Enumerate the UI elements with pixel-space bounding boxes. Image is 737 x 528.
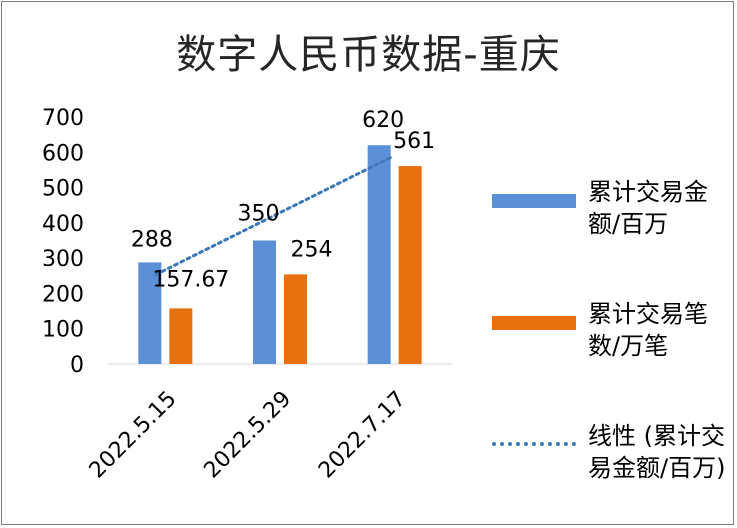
bar-count [398,166,422,364]
chart-title: 数字人民币数据-重庆 [176,32,561,78]
bar-amount [253,240,276,364]
data-label-count: 561 [393,129,435,154]
trendline [154,155,393,277]
y-tick-label: 400 [42,212,84,237]
legend-label-trendline: 线性 (累计交易金额/百万) [588,422,726,482]
bar-count [169,308,193,364]
data-label-count: 254 [291,237,333,262]
bar-amount [138,262,162,364]
legend-item-count: 累计交易笔数/万笔 [492,298,728,362]
y-tick-label: 0 [70,353,84,378]
legend-item-amount: 累计交易金额/百万 [492,176,728,240]
legend-line-trendline [492,442,576,446]
data-label-count: 157.67 [152,267,229,292]
bar-count [284,274,307,364]
legend-label-amount: 累计交易金额/百万 [588,178,708,238]
legend-item-trendline: 线性 (累计交易金额/百万) [492,420,728,484]
y-tick-label: 300 [42,247,84,272]
y-tick-label: 200 [42,282,84,307]
data-label-amount: 288 [131,227,173,252]
legend-swatch-count [492,316,576,330]
legend-label-count: 累计交易笔数/万笔 [588,300,708,360]
y-tick-label: 700 [42,106,84,131]
data-label-amount: 620 [362,108,404,133]
x-tick-label: 2022.5.29 [199,387,296,484]
x-tick-label: 2022.5.15 [85,387,182,484]
legend-swatch-amount [492,194,576,208]
y-tick-label: 100 [42,318,84,343]
x-tick-label: 2022.7.17 [314,387,411,484]
bar-amount [367,145,391,364]
y-tick-label: 500 [42,177,84,202]
y-tick-label: 600 [42,141,84,166]
data-label-amount: 350 [238,202,280,227]
